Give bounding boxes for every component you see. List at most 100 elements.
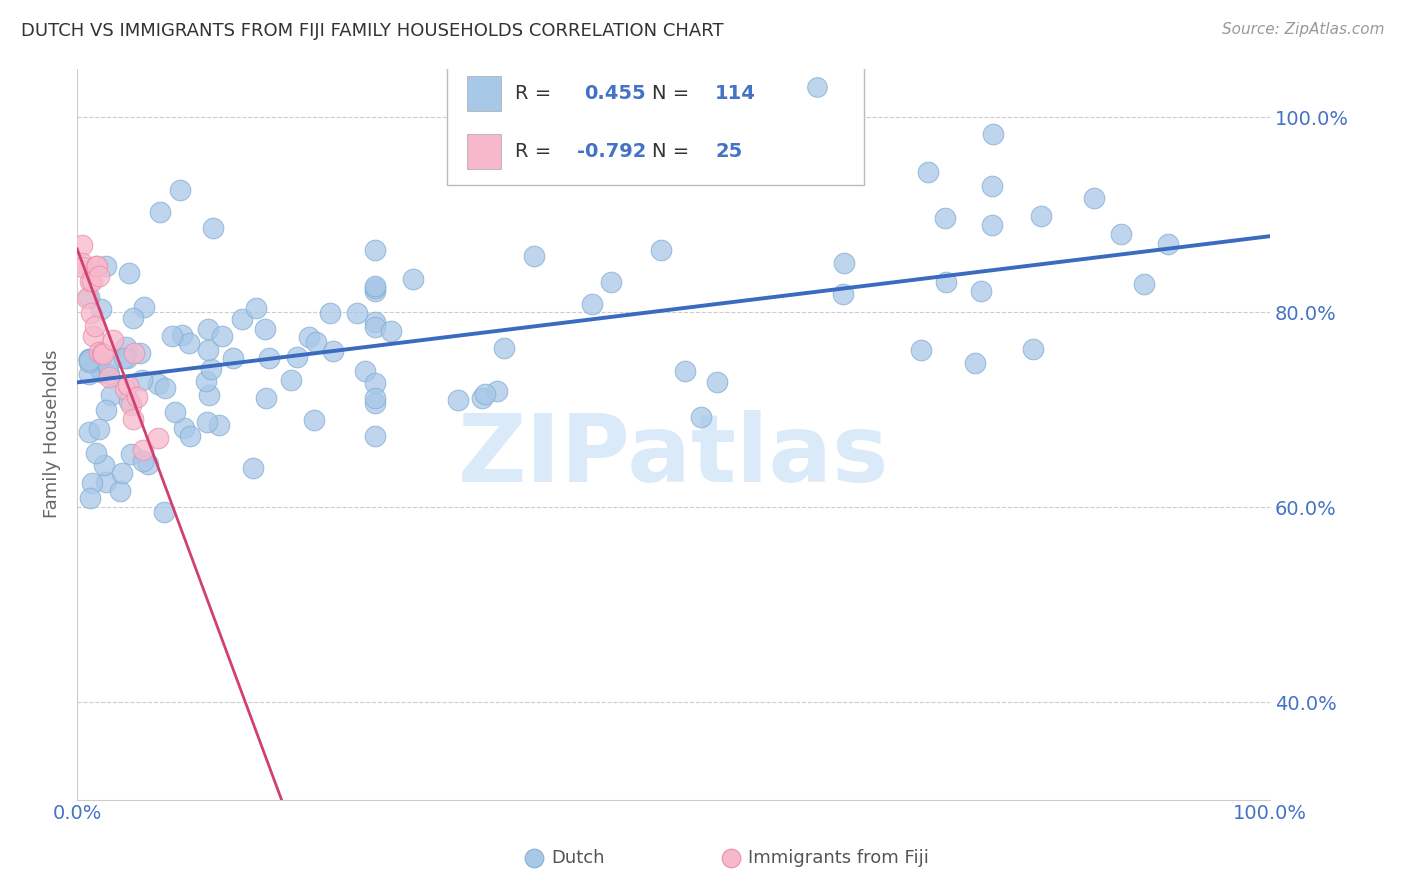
Point [364,281,387,295]
Point [1083,191,1105,205]
Point [122,311,145,326]
Point [474,387,496,401]
Point [160,329,183,343]
Point [98,370,121,384]
Point [77,367,100,381]
Point [90,301,112,316]
Point [364,315,387,329]
Point [706,376,728,390]
Point [304,334,326,349]
Point [136,457,159,471]
Point [131,442,153,457]
Point [108,483,131,498]
Text: 114: 114 [716,84,756,103]
Point [120,398,142,412]
Point [79,491,101,506]
Point [817,145,839,159]
Point [87,359,110,374]
Point [134,300,156,314]
Point [122,412,145,426]
Point [322,343,344,358]
Point [242,460,264,475]
Point [97,358,120,372]
Point [981,178,1004,193]
Point [80,476,103,491]
Text: -0.792: -0.792 [576,143,647,161]
Point [93,458,115,472]
Point [1022,342,1045,356]
Text: Dutch: Dutch [551,849,605,867]
Point [364,391,387,405]
Text: N =: N = [652,143,696,161]
Point [84,445,107,459]
Point [77,352,100,367]
FancyBboxPatch shape [467,135,501,169]
Point [84,259,107,273]
Text: 0.455: 0.455 [583,84,645,103]
Point [77,425,100,440]
Point [177,336,200,351]
Point [100,388,122,402]
Point [380,324,402,338]
Point [127,390,149,404]
Point [935,275,957,289]
Point [115,351,138,365]
FancyBboxPatch shape [467,76,501,111]
Point [195,415,218,429]
Point [122,346,145,360]
Point [172,327,194,342]
Point [87,268,110,283]
Point [129,346,152,360]
Text: 25: 25 [716,143,742,161]
Point [245,301,267,316]
Point [90,365,112,379]
Point [346,306,368,320]
Point [354,364,377,378]
Point [298,330,321,344]
Text: Immigrants from Fiji: Immigrants from Fiji [748,849,929,867]
Point [402,271,425,285]
Point [153,505,176,519]
Point [86,259,108,273]
Point [364,319,387,334]
Point [82,274,104,288]
Point [114,383,136,397]
Point [173,421,195,435]
Point [254,322,277,336]
Point [91,346,114,360]
Point [364,396,387,410]
Point [673,363,696,377]
Point [832,256,855,270]
Point [94,475,117,490]
Point [285,351,308,365]
Point [87,422,110,436]
Point [748,101,770,115]
Point [153,381,176,395]
Point [302,413,325,427]
Point [364,244,387,258]
Text: R =: R = [515,84,557,103]
Point [917,165,939,179]
Point [115,340,138,354]
Text: DUTCH VS IMMIGRANTS FROM FIJI FAMILY HOUSEHOLDS CORRELATION CHART: DUTCH VS IMMIGRANTS FROM FIJI FAMILY HOU… [21,22,724,40]
Point [318,306,340,320]
Point [963,356,986,370]
Point [77,352,100,367]
Point [149,205,172,219]
Point [76,291,98,305]
Point [492,341,515,355]
Point [197,322,219,336]
Point [91,347,114,361]
Point [259,351,281,365]
Point [650,244,672,258]
Point [72,260,94,274]
Point [131,373,153,387]
Point [94,402,117,417]
Point [132,454,155,468]
Point [117,377,139,392]
Point [79,274,101,288]
Point [82,329,104,343]
Point [934,211,956,226]
Point [523,249,546,263]
Point [364,429,387,443]
